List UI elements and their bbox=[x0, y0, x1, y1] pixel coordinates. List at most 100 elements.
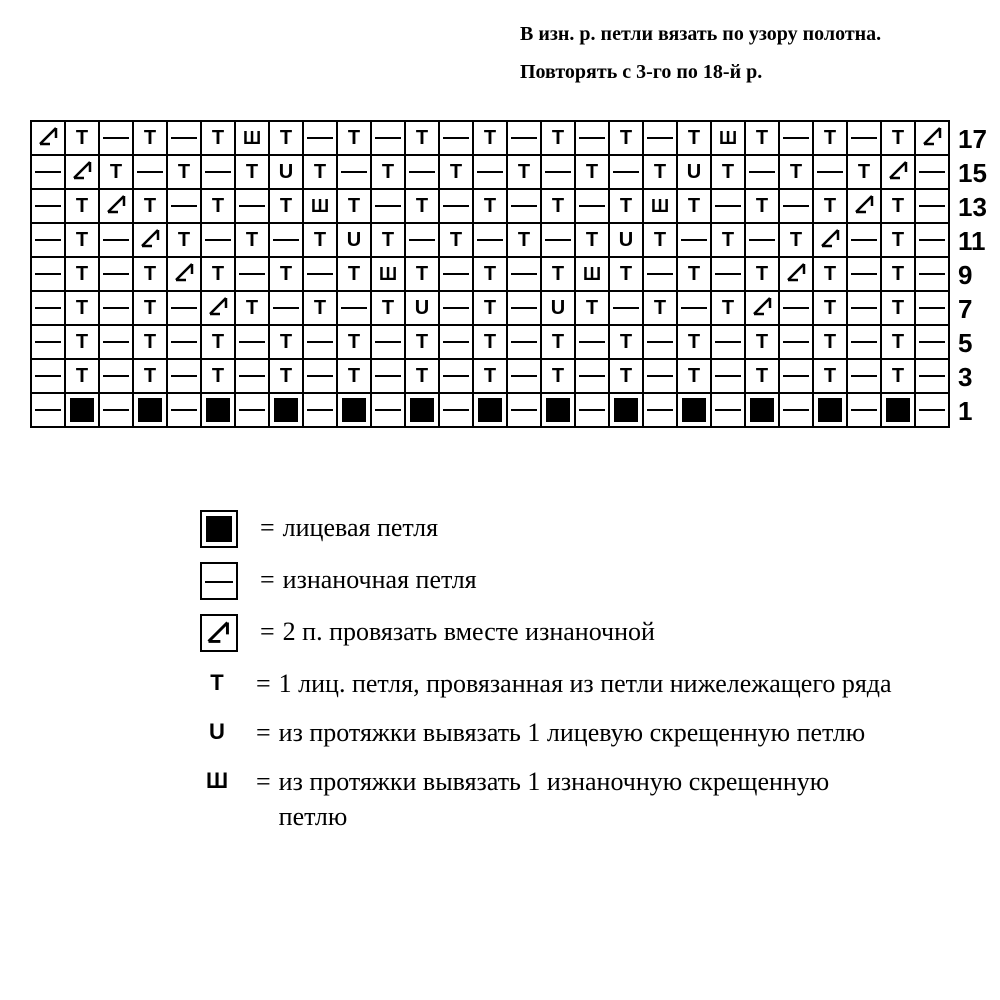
chart-cell bbox=[371, 189, 405, 223]
chart-cell bbox=[507, 359, 541, 393]
legend: =лицевая петля=изнаночная петля=2 п. про… bbox=[200, 510, 900, 848]
chart-cell bbox=[167, 393, 201, 427]
chart-cell bbox=[677, 257, 711, 291]
chart-cell bbox=[881, 189, 915, 223]
chart-cell bbox=[439, 393, 473, 427]
chart-cell bbox=[235, 257, 269, 291]
row-number: 11 bbox=[958, 226, 986, 257]
note-line: В изн. р. петли вязать по узору полотна. bbox=[520, 18, 980, 50]
chart-cell bbox=[541, 223, 575, 257]
row-number: 15 bbox=[958, 158, 987, 189]
chart-cell bbox=[235, 189, 269, 223]
chart-cell bbox=[847, 189, 881, 223]
chart-cell bbox=[915, 325, 949, 359]
chart-cell bbox=[133, 121, 167, 155]
equals: = bbox=[260, 562, 275, 597]
chart-cell bbox=[779, 121, 813, 155]
chart-cell bbox=[507, 189, 541, 223]
chart-cell bbox=[65, 155, 99, 189]
chart-cell bbox=[541, 155, 575, 189]
chart-cell bbox=[405, 291, 439, 325]
chart-cell bbox=[201, 189, 235, 223]
chart-cell bbox=[473, 189, 507, 223]
chart-cell bbox=[371, 393, 405, 427]
chart-cell bbox=[31, 223, 65, 257]
chart-cell bbox=[167, 257, 201, 291]
chart-cell bbox=[609, 155, 643, 189]
chart-cell bbox=[813, 359, 847, 393]
chart-cell bbox=[133, 359, 167, 393]
legend-icon: T bbox=[200, 666, 234, 700]
chart-cell bbox=[677, 155, 711, 189]
chart-cell bbox=[201, 291, 235, 325]
chart-cell bbox=[473, 291, 507, 325]
row-number: 1 bbox=[958, 396, 972, 427]
chart-cell bbox=[847, 325, 881, 359]
chart-cell bbox=[201, 359, 235, 393]
chart-cell bbox=[269, 325, 303, 359]
chart-cell bbox=[643, 393, 677, 427]
chart-cell bbox=[677, 291, 711, 325]
chart-cell bbox=[575, 393, 609, 427]
knitting-chart: 1715131197531 bbox=[30, 120, 950, 428]
chart-cell bbox=[303, 257, 337, 291]
chart-cell bbox=[779, 257, 813, 291]
chart-cell bbox=[201, 223, 235, 257]
chart-cell bbox=[507, 325, 541, 359]
chart-cell bbox=[337, 257, 371, 291]
equals: = bbox=[256, 666, 271, 701]
chart-cell bbox=[337, 223, 371, 257]
chart-cell bbox=[303, 291, 337, 325]
chart-cell bbox=[65, 223, 99, 257]
chart-cell bbox=[677, 325, 711, 359]
chart-cell bbox=[439, 325, 473, 359]
chart-cell bbox=[643, 325, 677, 359]
chart-cell bbox=[643, 121, 677, 155]
chart-cell bbox=[473, 121, 507, 155]
chart-cell bbox=[439, 291, 473, 325]
chart-cell bbox=[575, 325, 609, 359]
legend-icon: U bbox=[200, 715, 234, 749]
chart-cell bbox=[711, 223, 745, 257]
chart-cell bbox=[269, 257, 303, 291]
chart-cell bbox=[405, 257, 439, 291]
chart-cell bbox=[779, 155, 813, 189]
chart-cell bbox=[915, 393, 949, 427]
chart-cell bbox=[541, 291, 575, 325]
equals: = bbox=[256, 764, 271, 799]
chart-cell bbox=[31, 189, 65, 223]
chart-cell bbox=[779, 393, 813, 427]
chart-cell bbox=[31, 257, 65, 291]
chart-cell bbox=[915, 359, 949, 393]
chart-cell bbox=[643, 257, 677, 291]
chart-cell bbox=[65, 393, 99, 427]
chart-cell bbox=[507, 291, 541, 325]
chart-cell bbox=[847, 257, 881, 291]
chart-cell bbox=[99, 291, 133, 325]
chart-cell bbox=[541, 121, 575, 155]
chart-cell bbox=[371, 121, 405, 155]
chart-cell bbox=[31, 155, 65, 189]
chart-cell bbox=[269, 189, 303, 223]
chart-cell bbox=[609, 257, 643, 291]
chart-cell bbox=[235, 121, 269, 155]
chart-cell bbox=[133, 393, 167, 427]
chart-cell bbox=[609, 121, 643, 155]
legend-item: T=1 лиц. петля, провязанная из петли ниж… bbox=[200, 666, 900, 701]
chart-cell bbox=[405, 223, 439, 257]
chart-cell bbox=[541, 325, 575, 359]
chart-cell bbox=[65, 189, 99, 223]
chart-cell bbox=[575, 291, 609, 325]
chart-cell bbox=[99, 257, 133, 291]
legend-item: =изнаночная петля bbox=[200, 562, 900, 600]
legend-icon bbox=[200, 562, 238, 600]
chart-cell bbox=[745, 121, 779, 155]
chart-cell bbox=[473, 257, 507, 291]
chart-cell bbox=[269, 223, 303, 257]
chart-cell bbox=[31, 291, 65, 325]
chart-cell bbox=[337, 393, 371, 427]
chart-cell bbox=[337, 155, 371, 189]
chart-cell bbox=[847, 121, 881, 155]
chart-cell bbox=[609, 393, 643, 427]
legend-item: =2 п. провязать вместе изнаночной bbox=[200, 614, 900, 652]
